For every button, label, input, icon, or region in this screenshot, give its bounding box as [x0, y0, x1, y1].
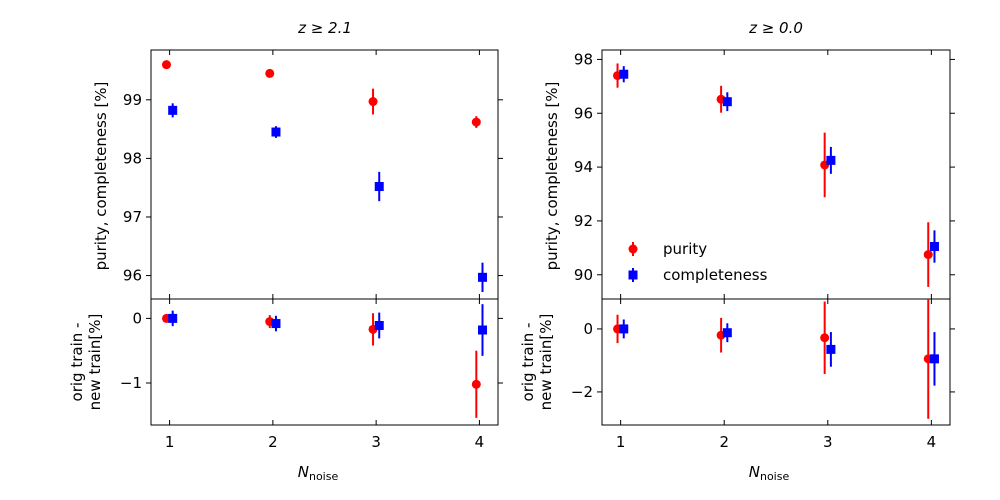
legend: purity completeness — [628, 240, 768, 284]
top-left-panel: 96 97 98 99 — [123, 49, 503, 300]
top-left-completeness-point-1 — [168, 105, 178, 115]
bottom-left-xtick-label-2: 2 — [268, 433, 278, 451]
top-right-panel: 90 92 94 96 98 — [574, 49, 955, 300]
bottom-left-xtick-label-4: 4 — [475, 433, 485, 451]
top-left-purity-point-4 — [471, 117, 481, 127]
top-left-completeness-point-2 — [271, 127, 281, 137]
bottom-right-xtick-label-4: 4 — [927, 433, 937, 451]
bottom-left-ytick-label--1: −1 — [120, 374, 142, 392]
left-xlabel: Nnoise — [298, 463, 339, 483]
top-left-title: z ≥ 2.1 — [297, 19, 352, 37]
bottom-right-xtick-label-3: 3 — [823, 433, 833, 451]
bottom-left-ylabel-line1: orig train - — [68, 323, 86, 402]
top-left-ytick-label-99: 99 — [123, 91, 142, 109]
bottom-right-xtick-label-1: 1 — [616, 433, 626, 451]
bottom-right-ylabel-line2: new train[%] — [537, 314, 555, 411]
bottom-right-ytick-label--2: −2 — [571, 383, 593, 401]
bottom-right-xtick-label-2: 2 — [719, 433, 729, 451]
bottom-right-ylabel-line1: orig train - — [519, 323, 537, 402]
top-left-purity-point-1 — [161, 60, 171, 70]
right-xlabel: Nnoise — [749, 463, 790, 483]
bottom-right-purity-point-3 — [820, 333, 830, 343]
top-right-ytick-label-92: 92 — [574, 212, 593, 230]
legend-purity-label: purity — [663, 240, 707, 258]
top-left-ytick-label-97: 97 — [123, 208, 142, 226]
top-right-ytick-label-90: 90 — [574, 266, 593, 284]
top-left-completeness-point-3 — [374, 182, 384, 192]
bottom-left-completeness-point-4 — [478, 325, 488, 335]
left-xlabel-sub: noise — [309, 470, 338, 483]
top-right-title: z ≥ 0.0 — [748, 19, 803, 37]
top-right-completeness-point-1 — [619, 69, 629, 79]
bottom-left-completeness-point-2 — [271, 319, 281, 329]
bottom-left-ytick-label-0: 0 — [132, 309, 142, 327]
left-xlabel-main: N — [298, 463, 309, 481]
bottom-right-completeness-point-2 — [722, 328, 732, 338]
top-left-ylabel: purity, completeness [%] — [92, 82, 110, 271]
top-left-completeness-point-4 — [478, 272, 488, 282]
bottom-left-completeness-point-1 — [168, 313, 178, 323]
right-xlabel-main: N — [749, 463, 760, 481]
top-right-completeness-point-3 — [826, 155, 836, 165]
top-right-purity-point-4 — [923, 250, 933, 260]
top-right-ytick-label-94: 94 — [574, 158, 593, 176]
bottom-left-xtick-label-3: 3 — [371, 433, 381, 451]
bottom-left-axes-frame — [150, 298, 499, 426]
bottom-right-axes-frame — [601, 298, 951, 426]
legend-completeness-marker — [628, 270, 638, 280]
top-right-ytick-label-98: 98 — [574, 50, 593, 68]
bottom-left-purity-point-4 — [471, 379, 481, 389]
top-left-ytick-label-98: 98 — [123, 149, 142, 167]
bottom-right-completeness-point-3 — [826, 344, 836, 354]
bottom-left-panel: 1 2 3 4 −1 0 — [120, 298, 503, 451]
top-right-completeness-point-2 — [722, 97, 732, 107]
top-left-ytick-label-96: 96 — [123, 267, 142, 285]
top-right-completeness-point-4 — [929, 242, 939, 252]
bottom-left-xtick-label-1: 1 — [165, 433, 175, 451]
bottom-left-completeness-point-3 — [374, 320, 384, 330]
top-left-purity-point-2 — [265, 68, 275, 78]
legend-purity-marker — [628, 244, 638, 254]
bottom-right-completeness-point-4 — [929, 354, 939, 364]
legend-completeness-label: completeness — [663, 266, 768, 284]
bottom-right-panel: 1 2 3 4 −2 0 — [571, 298, 955, 451]
bottom-left-ylabel-line2: new train[%] — [86, 314, 104, 411]
right-xlabel-sub: noise — [760, 470, 789, 483]
top-right-ylabel: purity, completeness [%] — [543, 82, 561, 271]
bottom-right-ytick-label-0: 0 — [583, 320, 593, 338]
top-left-purity-point-3 — [368, 97, 378, 107]
bottom-right-completeness-point-1 — [619, 324, 629, 334]
top-right-ytick-label-96: 96 — [574, 104, 593, 122]
